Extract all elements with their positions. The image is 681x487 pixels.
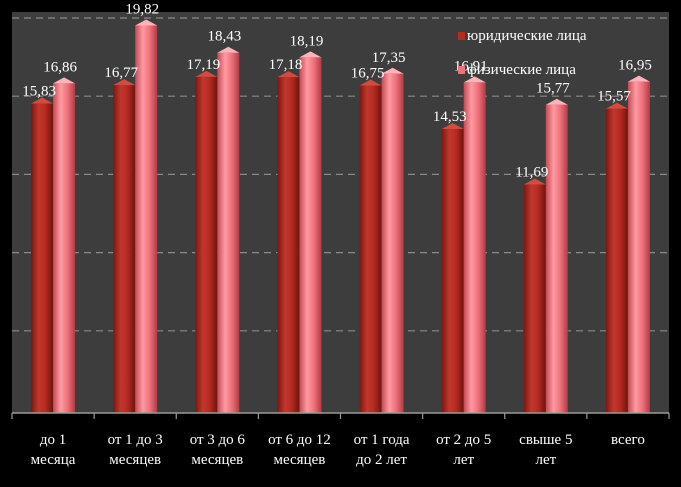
data-label: 15,83 bbox=[22, 84, 56, 100]
bar-individual-3 bbox=[299, 51, 322, 413]
data-label: 16,77 bbox=[104, 65, 138, 81]
bar-individual-7 bbox=[627, 75, 650, 413]
bar-individual-4 bbox=[381, 67, 404, 414]
bar-individual-2 bbox=[217, 46, 240, 413]
legend-label: юридические лица bbox=[467, 28, 587, 44]
legend-label: физические лица bbox=[467, 62, 576, 78]
legend: юридические лица физические лица bbox=[458, 28, 587, 78]
x-tick-label: от 6 до 12 месяцев bbox=[268, 432, 331, 468]
bar-legal-0 bbox=[31, 97, 54, 413]
bar-legal-1 bbox=[113, 79, 136, 414]
data-label: 17,19 bbox=[186, 57, 220, 73]
data-labels: 15,83 16,77 17,19 17,18 16,75 14,53 11,69 15,57… bbox=[22, 2, 652, 181]
legend-item-1: физические лица bbox=[458, 62, 576, 78]
bar-legal-4 bbox=[359, 79, 382, 413]
bar-individual-6 bbox=[545, 98, 568, 413]
bar-legal-3 bbox=[277, 71, 300, 414]
data-label: 17,35 bbox=[372, 50, 406, 66]
bar-legal-7 bbox=[605, 102, 628, 413]
bar-individual-1 bbox=[135, 19, 158, 413]
bar-legal-5 bbox=[441, 122, 464, 413]
data-label: 14,53 bbox=[433, 109, 467, 125]
x-tick-label: свыше 5 лет bbox=[519, 432, 572, 468]
data-label: 15,57 bbox=[597, 89, 631, 105]
bars bbox=[31, 19, 650, 414]
data-label: 11,69 bbox=[515, 164, 548, 180]
bar-legal-6 bbox=[523, 178, 546, 413]
x-tick-label: от 1 года до 2 лет bbox=[354, 432, 410, 468]
legend-swatch bbox=[458, 66, 465, 74]
bar-individual-5 bbox=[463, 76, 486, 414]
x-axis: до 1 месяца от 1 до 3 месяцев от 3 до 6 месяц… bbox=[11, 412, 670, 468]
data-label: 17,18 bbox=[269, 57, 303, 73]
data-label: 16,95 bbox=[618, 58, 652, 74]
legend-swatch bbox=[458, 32, 465, 40]
legend-item-0: юридические лица bbox=[458, 28, 587, 44]
x-tick-label: от 1 до 3 месяцев bbox=[108, 432, 163, 468]
data-label: 18,19 bbox=[290, 33, 324, 49]
data-label: 16,86 bbox=[43, 59, 77, 75]
data-label: 18,43 bbox=[207, 29, 241, 45]
x-tick-label: всего bbox=[611, 432, 645, 448]
x-tick-label: от 2 до 5 лет bbox=[436, 432, 491, 468]
data-label: 15,77 bbox=[536, 81, 570, 97]
x-tick-label: от 3 до 6 месяцев bbox=[190, 432, 246, 468]
data-label: 19,82 bbox=[125, 2, 159, 18]
bar-individual-0 bbox=[53, 77, 76, 414]
data-label: 16,75 bbox=[351, 66, 385, 82]
bar-legal-2 bbox=[195, 70, 218, 414]
x-tick-label: до 1 месяца bbox=[31, 432, 76, 468]
